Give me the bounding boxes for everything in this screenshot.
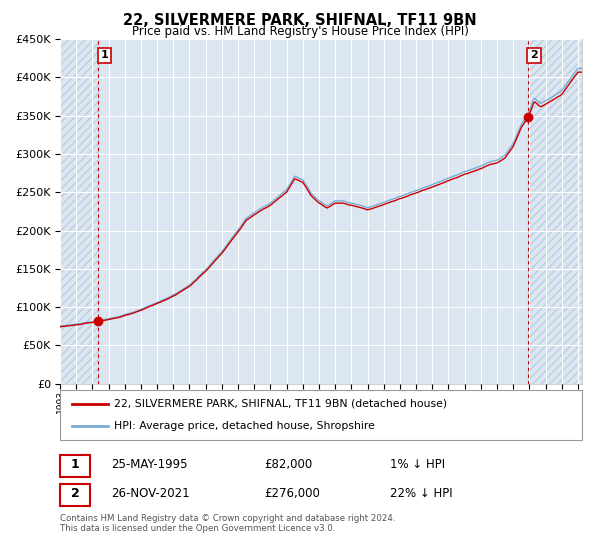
Text: 22, SILVERMERE PARK, SHIFNAL, TF11 9BN (detached house): 22, SILVERMERE PARK, SHIFNAL, TF11 9BN (… — [114, 399, 447, 409]
Text: Contains HM Land Registry data © Crown copyright and database right 2024.
This d: Contains HM Land Registry data © Crown c… — [60, 514, 395, 534]
Text: 1: 1 — [101, 50, 109, 60]
Text: 25-MAY-1995: 25-MAY-1995 — [111, 458, 187, 472]
Text: 22, SILVERMERE PARK, SHIFNAL, TF11 9BN: 22, SILVERMERE PARK, SHIFNAL, TF11 9BN — [123, 13, 477, 29]
Text: 1: 1 — [71, 458, 79, 472]
Text: £276,000: £276,000 — [264, 487, 320, 501]
Text: 2: 2 — [530, 50, 538, 60]
Text: 1% ↓ HPI: 1% ↓ HPI — [390, 458, 445, 472]
Text: 22% ↓ HPI: 22% ↓ HPI — [390, 487, 452, 501]
Text: 2: 2 — [71, 487, 79, 501]
Text: Price paid vs. HM Land Registry's House Price Index (HPI): Price paid vs. HM Land Registry's House … — [131, 25, 469, 38]
Text: £82,000: £82,000 — [264, 458, 312, 472]
Text: HPI: Average price, detached house, Shropshire: HPI: Average price, detached house, Shro… — [114, 421, 375, 431]
Text: 26-NOV-2021: 26-NOV-2021 — [111, 487, 190, 501]
